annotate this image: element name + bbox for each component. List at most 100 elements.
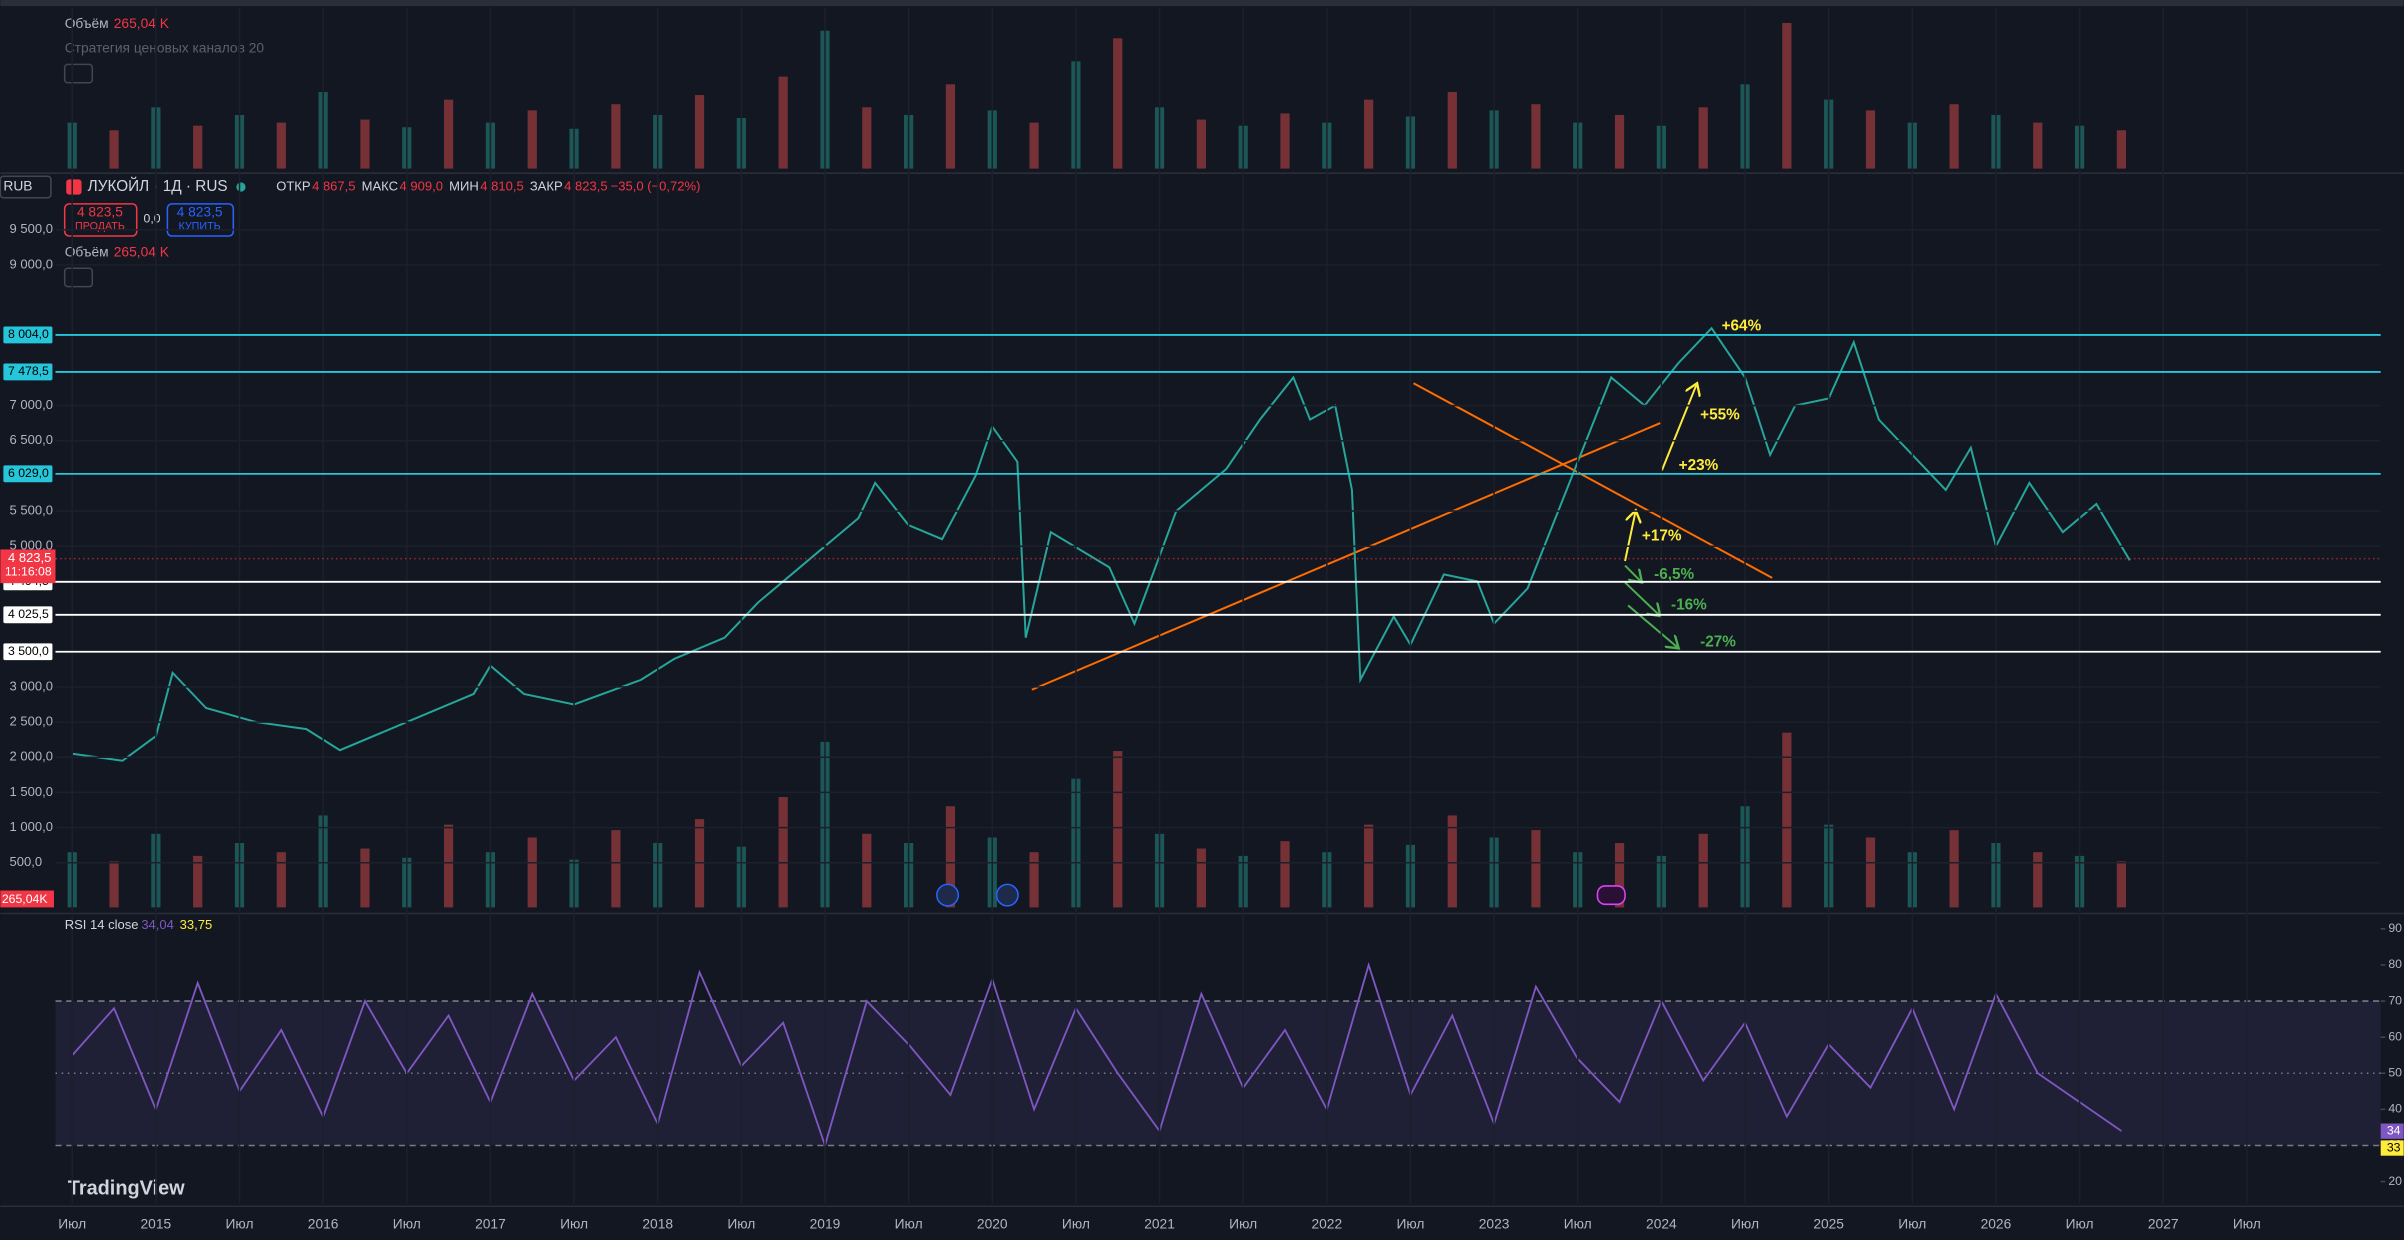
level-badge: [3, 606, 53, 624]
buy-label[interactable]: КУПИТЬ: [178, 221, 220, 233]
x-tick-label: 2023: [1479, 1216, 1510, 1231]
ohlc-key: ОТКР: [276, 178, 310, 193]
rsi-value: 34,04: [141, 917, 174, 932]
x-tick-label: 2027: [2148, 1216, 2179, 1231]
level-label: 6 029,0: [8, 466, 49, 480]
ohlc-key: ЗАКР: [530, 178, 563, 193]
volume-bar: [694, 95, 705, 169]
arrow: [1660, 383, 1697, 471]
x-tick-label: Июл: [1564, 1216, 1592, 1231]
rsi-badge-text: 34: [2387, 1123, 2401, 1137]
buy-button[interactable]: [166, 203, 235, 237]
y-tick-label: 5 000,0: [10, 538, 53, 553]
collapse-button[interactable]: [63, 267, 94, 288]
y-tick-label: 1 000,0: [10, 819, 53, 834]
y-tick-label: 500,0: [10, 854, 43, 869]
ohlc-key: МАКС: [362, 178, 398, 193]
change: −35,0 (−0,72%): [611, 178, 701, 193]
level-label: 3 500,0: [8, 644, 49, 658]
volume-bar: [109, 861, 119, 908]
volume-bar: [1196, 848, 1206, 908]
arrow: [1624, 510, 1636, 562]
volume-bar: [1029, 852, 1039, 908]
volume-bar: [611, 104, 621, 169]
volume-bar: [2033, 852, 2043, 908]
volume-bar: [1949, 104, 1959, 169]
ohlc-value: 4 867,5: [312, 178, 355, 193]
sell-button[interactable]: [63, 203, 138, 237]
rsi-tick-label: 80: [2388, 957, 2402, 971]
volume-value: 265,04 K: [114, 245, 170, 260]
volume-bar: [1698, 833, 1708, 908]
volume-bar: [1782, 22, 1792, 169]
x-tick-label: Июл: [1396, 1216, 1424, 1231]
y-tick-label: 7 000,0: [10, 397, 53, 412]
main-layer: [72, 326, 2131, 762]
level-badge: [3, 363, 53, 381]
annotation: -27%: [1700, 633, 1736, 650]
sell-price[interactable]: 4 823,5: [77, 205, 123, 220]
volume-bar: [1782, 732, 1792, 908]
volume-bar: [1949, 830, 1959, 908]
ohlc-value: 4 823,5: [564, 178, 607, 193]
buy-price[interactable]: 4 823,5: [177, 205, 223, 220]
x-tick-label: 2020: [977, 1216, 1008, 1231]
x-tick-label: 2018: [642, 1216, 673, 1231]
arrow: [1627, 604, 1679, 648]
volume-bar: [1614, 843, 1625, 908]
level-badge: [3, 326, 53, 344]
volume-bar: [444, 824, 454, 908]
annotation: +55%: [1700, 406, 1740, 423]
x-tick-label: Июл: [1062, 1216, 1090, 1231]
rsi-label: RSI 14 close: [65, 917, 139, 932]
volume-bar: [444, 99, 454, 169]
price-line: [72, 326, 2131, 762]
rsi-band: [55, 1001, 2381, 1146]
earnings-marker[interactable]: [1596, 885, 1626, 906]
volume-badge: [0, 890, 54, 908]
volume-bar: [778, 797, 788, 908]
volume-bar: [2116, 861, 2127, 908]
status-dot: [236, 182, 246, 192]
top-bar: [0, 0, 2404, 7]
x-tick-label: 2016: [308, 1216, 339, 1231]
x-tick-label: Июл: [226, 1216, 254, 1231]
dividend-marker[interactable]: [995, 883, 1019, 907]
volume-layer: [67, 22, 2127, 908]
trendline: [1413, 382, 1773, 579]
annotation: -16%: [1671, 596, 1707, 613]
y-tick-label: 9 000,0: [10, 256, 53, 271]
volume-bar: [1113, 38, 1123, 169]
symbol-title: ЛУКОЙЛ · 1Д · RUS: [88, 177, 228, 195]
ohlc-key: МИН: [449, 178, 479, 193]
rsi-badge-text: 33: [2387, 1140, 2401, 1154]
volume-bar: [1531, 830, 1541, 908]
collapse-button[interactable]: [63, 63, 94, 84]
volume-value: 265,04 K: [114, 16, 170, 31]
volume-bar: [1280, 113, 1290, 169]
volume-bar: [360, 848, 370, 908]
y-tick-label: 2 500,0: [10, 714, 53, 729]
rsi-tick-label: 20: [2388, 1174, 2402, 1188]
currency[interactable]: RUB: [3, 179, 32, 194]
dividend-marker[interactable]: [936, 883, 960, 907]
last-price-badge: [0, 549, 56, 584]
ohlc-legend: ОТКР 4 867,5 МАКС 4 909,0 МИН 4 810,5 ЗАКР 4 82…: [276, 178, 700, 193]
annotation: +17%: [1642, 528, 1682, 545]
volume-bar: [1865, 837, 1876, 908]
rsi-badge: [2380, 1140, 2404, 1156]
volume-bar: [1698, 107, 1708, 169]
x-tick-label: 2024: [1646, 1216, 1677, 1231]
currency-select[interactable]: [0, 175, 52, 199]
x-tick-label: 2015: [141, 1216, 172, 1231]
rsi-tick-label: 60: [2388, 1029, 2402, 1043]
volume-bar: [1196, 119, 1206, 169]
trendline: [1031, 422, 1661, 691]
volume-bar: [1614, 114, 1625, 169]
volume-bar: [1364, 99, 1374, 169]
strategy-label: Стратегия ценовых каналов 20: [65, 41, 265, 56]
sell-label[interactable]: ПРОДАТЬ: [75, 221, 125, 233]
y-tick-label: 1 500,0: [10, 784, 53, 799]
